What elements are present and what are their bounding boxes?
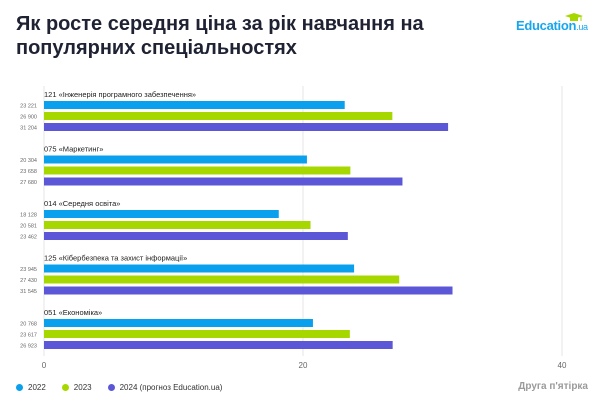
legend-dot xyxy=(16,384,23,391)
category-label: 014 «Середня освіта» xyxy=(44,199,120,208)
value-label: 31 204 xyxy=(20,126,37,132)
legend-item-2022: 2022 xyxy=(16,383,46,392)
bar xyxy=(44,210,279,218)
category-label: 121 «Інженерія програмного забезпечення» xyxy=(44,90,196,99)
legend-item-2024: 2024 (прогноз Education.ua) xyxy=(107,383,222,392)
value-label: 27 680 xyxy=(20,180,37,186)
bar xyxy=(44,330,350,338)
x-tick-label: 40 xyxy=(558,361,567,370)
value-label: 26 923 xyxy=(20,344,37,350)
value-label: 20 581 xyxy=(20,224,37,230)
bar xyxy=(44,166,351,175)
bar xyxy=(44,112,393,120)
value-label: 26 900 xyxy=(20,115,37,121)
category-label: 051 «Економіка» xyxy=(44,308,102,317)
bar xyxy=(44,286,453,295)
bar xyxy=(44,232,348,240)
value-label: 20 304 xyxy=(20,158,37,164)
value-label: 31 545 xyxy=(20,289,37,295)
bar xyxy=(44,264,355,273)
bar-chart: 0 20 40 121 «Інженерія програмного забезпеч… xyxy=(20,86,567,370)
value-label: 27 430 xyxy=(20,278,37,284)
value-label: 23 658 xyxy=(20,169,37,175)
bar xyxy=(44,155,307,164)
value-label: 23 945 xyxy=(20,267,37,273)
page-title: Як росте середня ціна за рік навчання на… xyxy=(16,13,424,59)
value-label: 23 462 xyxy=(20,235,37,241)
bar xyxy=(44,123,449,131)
logo: Education.ua xyxy=(516,18,588,33)
legend-dot xyxy=(61,384,69,391)
x-tick-label: 20 xyxy=(299,361,308,370)
x-tick-label: 0 xyxy=(42,361,47,370)
bar xyxy=(44,319,313,327)
bar xyxy=(44,221,311,229)
legend: 2022 2023 2024 (прогноз Education.ua) xyxy=(16,383,222,392)
value-label: 23 617 xyxy=(20,333,37,339)
value-label: 18 128 xyxy=(20,213,37,219)
value-label: 23 221 xyxy=(20,104,37,110)
bar xyxy=(44,341,393,349)
category-label: 075 «Маркетинг» xyxy=(44,145,103,154)
bar xyxy=(44,101,345,109)
legend-item-2023: 2023 xyxy=(61,383,92,392)
bar xyxy=(44,177,403,186)
graduation-cap-icon xyxy=(565,13,583,21)
category-label: 125 «Кібербезпека та захист інформації» xyxy=(44,254,187,263)
legend-dot xyxy=(107,384,115,391)
value-label: 20 768 xyxy=(20,322,37,328)
bar xyxy=(44,275,400,284)
footer-caption: Друга п'ятірка xyxy=(518,381,588,392)
